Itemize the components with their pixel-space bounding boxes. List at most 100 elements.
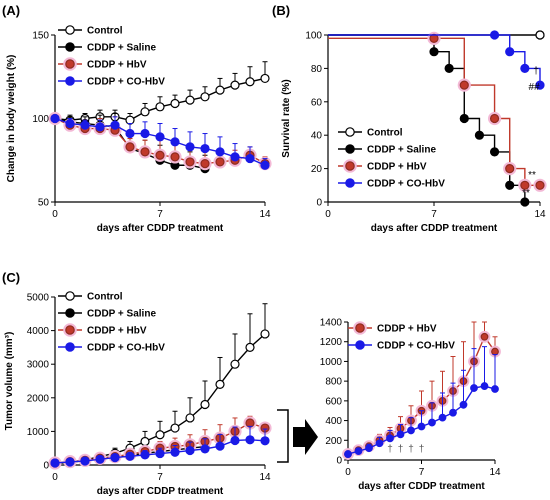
- x-tick-label: 7: [157, 209, 163, 220]
- data-point: [140, 147, 150, 157]
- legend-marker: [345, 144, 355, 154]
- data-point: [125, 451, 135, 461]
- y-tick-label: 60: [311, 97, 323, 108]
- data-point: [155, 448, 165, 459]
- data-point: [505, 180, 515, 190]
- data-point: [50, 113, 60, 124]
- y-tick-label: 80: [311, 64, 323, 75]
- legend-marker: [65, 76, 75, 86]
- data-point: [215, 157, 225, 167]
- data-point: [230, 359, 240, 369]
- x-tick-label: 7: [431, 209, 437, 220]
- data-point: [535, 30, 545, 40]
- data-point: [245, 418, 255, 428]
- x-axis-title: days after CDDP treatment: [97, 223, 224, 234]
- data-point: [407, 426, 415, 435]
- data-point: [470, 384, 478, 392]
- legend-marker: [65, 59, 75, 69]
- data-point: [155, 102, 165, 112]
- x-tick-label: 0: [325, 209, 331, 220]
- data-point: [417, 422, 426, 431]
- data-point: [520, 180, 530, 190]
- y-tick-label: 1000: [27, 427, 50, 438]
- data-point: [110, 120, 120, 130]
- legend-marker: [345, 127, 355, 137]
- y-axis-title: Survival rate (%): [281, 79, 292, 157]
- y-axis-title: Change in body weight (%): [6, 55, 17, 183]
- data-point: [449, 408, 457, 417]
- y-tick-label: 1200: [320, 337, 343, 348]
- data-point: [185, 142, 195, 152]
- legend-marker: [345, 178, 355, 188]
- significance-mark: †: [387, 444, 393, 455]
- legend-label-cohbv: CDDP + CO-HbV: [377, 341, 455, 352]
- data-point: [396, 430, 405, 439]
- data-point: [170, 423, 180, 433]
- data-point: [459, 80, 469, 90]
- y-axis-title: Tumor volume (mm³): [4, 332, 15, 431]
- data-point: [65, 457, 75, 467]
- significance-mark: ##: [528, 82, 540, 93]
- data-point: [438, 413, 447, 422]
- y-tick-label: 1400: [320, 318, 343, 329]
- legend-marker: [355, 340, 365, 350]
- data-point: [215, 441, 225, 451]
- y-tick-label: 0: [336, 456, 342, 467]
- significance-mark: **: [528, 170, 536, 181]
- y-tick-label: 0: [43, 461, 49, 472]
- legend-label-control: Control: [87, 26, 123, 37]
- x-axis-title: days after CDDP treatment: [97, 486, 224, 497]
- data-point: [80, 456, 90, 466]
- significance-mark: †: [408, 444, 414, 455]
- chart-survival-rate: 0 20 40 60 80 100 0 7 14 days after CDDP treatmen…: [281, 30, 547, 234]
- data-point: [215, 379, 225, 389]
- data-point: [80, 120, 90, 130]
- data-point: [200, 399, 210, 410]
- data-point: [185, 157, 195, 167]
- data-point: [125, 128, 135, 139]
- data-point: [200, 444, 210, 454]
- data-point: [200, 92, 210, 102]
- series-cohbv: [50, 113, 270, 170]
- data-point: [245, 435, 255, 445]
- data-point: [428, 418, 436, 427]
- series-control: [50, 61, 270, 125]
- y-tick-label: 4000: [27, 326, 50, 337]
- panel-label-b: (B): [272, 3, 290, 18]
- legend: CDDP + HbV CDDP + CO-HbV: [348, 321, 455, 352]
- data-point: [215, 85, 225, 95]
- legend-label-cohbv: CDDP + CO-HbV: [87, 77, 165, 88]
- data-point: [170, 152, 180, 162]
- y-tick-label: 200: [325, 436, 342, 447]
- panel-label-a: (A): [2, 3, 20, 18]
- y-tick-label: 100: [32, 114, 49, 125]
- legend-label-saline: CDDP + Saline: [367, 145, 436, 156]
- legend-marker: [65, 291, 75, 301]
- data-point: [474, 130, 485, 140]
- data-point: [459, 400, 468, 409]
- legend-marker: [65, 308, 75, 318]
- legend-label-cohbv: CDDP + CO-HbV: [367, 179, 445, 190]
- data-point: [140, 128, 150, 139]
- series-cohbv: [344, 346, 499, 458]
- data-point: [491, 385, 499, 393]
- data-point: [215, 147, 225, 157]
- x-tick-label: 0: [52, 472, 58, 483]
- chart-body-weight: 50 100 150 0 7 14 days after CDDP treatment Cha…: [6, 25, 272, 234]
- data-point: [155, 150, 165, 160]
- data-point: [535, 80, 545, 90]
- series-cohbv: [50, 425, 270, 468]
- data-point: [489, 147, 500, 157]
- bracket: [277, 409, 289, 463]
- data-point: [344, 450, 352, 458]
- legend-label-hbv: CDDP + HbV: [367, 162, 427, 173]
- y-tick-label: 800: [325, 377, 342, 388]
- legend-marker: [65, 342, 75, 352]
- data-point: [170, 447, 180, 457]
- data-point: [50, 458, 60, 468]
- x-axis-title: days after CDDP treatment: [371, 223, 498, 234]
- data-point: [245, 77, 255, 87]
- y-tick-label: 5000: [27, 293, 50, 304]
- data-point: [155, 132, 165, 142]
